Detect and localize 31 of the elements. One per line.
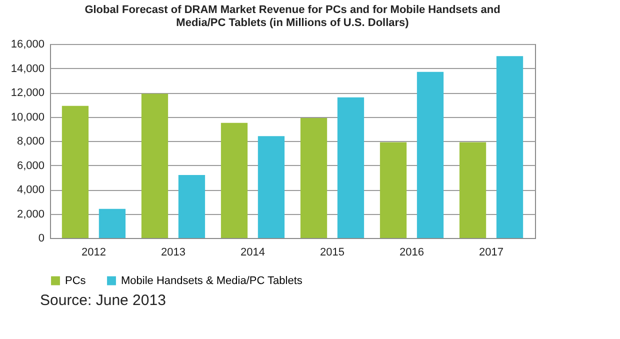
- y-tick-label: 0: [38, 232, 44, 244]
- y-tick-label: 8,000: [16, 136, 44, 148]
- bar: [300, 118, 328, 238]
- source-note: Source: June 2013: [40, 292, 167, 309]
- bar: [380, 142, 407, 238]
- y-tick-label: 12,000: [10, 87, 44, 99]
- y-tick-label: 16,000: [10, 38, 44, 50]
- x-tick-label: 2016: [400, 246, 424, 258]
- y-tick-label: 10,000: [10, 111, 44, 124]
- y-tick-label: 4,000: [16, 184, 44, 196]
- bar: [496, 56, 524, 238]
- bar: [141, 94, 168, 238]
- x-tick-label: 2017: [479, 246, 504, 258]
- y-tick-label: 6,000: [16, 160, 44, 172]
- y-tick-label: 2,000: [16, 208, 44, 220]
- x-tick-label: 2013: [160, 246, 186, 258]
- x-tick-label: 2015: [320, 246, 344, 258]
- bar: [459, 142, 486, 238]
- y-tick-label: 14,000: [10, 62, 44, 75]
- x-tick-label: 2012: [81, 246, 106, 258]
- legend-label: PCs: [65, 274, 86, 287]
- legend-label: Mobile Handsets & Media/PC Tablets: [121, 274, 303, 287]
- bar: [337, 97, 364, 238]
- bar: [220, 122, 248, 238]
- bar: [258, 136, 285, 238]
- bar: [98, 208, 126, 238]
- bar: [62, 106, 89, 238]
- bar: [416, 72, 444, 238]
- x-tick-label: 2014: [240, 246, 265, 258]
- bar: [178, 174, 206, 238]
- chart-title: Global Forecast of DRAM Market Revenue for PCs and for Mobile Handsets and Media/PC Tablets (in Millions of U.S. Dollars): [84, 4, 500, 29]
